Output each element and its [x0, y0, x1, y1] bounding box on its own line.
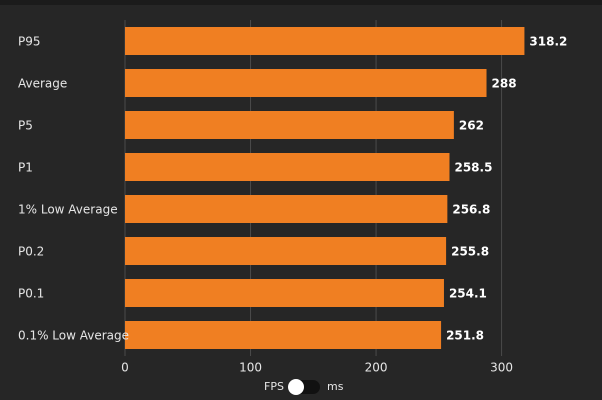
- y-tick-label: 0.1% Low Average: [18, 329, 129, 343]
- value-label: 254.1: [449, 287, 487, 301]
- bar: [125, 321, 442, 349]
- x-tick-label: 300: [490, 361, 513, 375]
- bar: [125, 195, 448, 223]
- x-tick-label: 0: [121, 361, 129, 375]
- value-label: 288: [492, 77, 517, 91]
- bar: [125, 111, 454, 139]
- top-strip: [0, 0, 602, 5]
- bar: [125, 153, 450, 181]
- value-label: 262: [459, 119, 484, 133]
- bar: [125, 279, 444, 307]
- value-label: 256.8: [452, 203, 490, 217]
- y-tick-label: 1% Low Average: [18, 203, 118, 217]
- y-tick-label: P95: [18, 35, 41, 49]
- value-label: 251.8: [446, 329, 484, 343]
- plot: 318.2 288 262 258.5 256.8 255.8 254.1 251.8: [125, 27, 567, 349]
- bar: [125, 27, 525, 55]
- y-tick-label: P1: [18, 161, 33, 175]
- x-tick-label: 100: [239, 361, 262, 375]
- y-tick-label: P0.1: [18, 287, 44, 301]
- toggle-left-label: FPS: [264, 380, 284, 393]
- value-label: 258.5: [454, 161, 492, 175]
- y-tick-label: P0.2: [18, 245, 44, 259]
- value-label: 255.8: [451, 245, 489, 259]
- toggle-right-label: ms: [327, 380, 344, 393]
- bar: [125, 237, 447, 265]
- toggle-knob[interactable]: [288, 379, 304, 395]
- y-tick-label: P5: [18, 119, 33, 133]
- y-tick-label: Average: [18, 77, 67, 91]
- x-tick-label: 200: [365, 361, 388, 375]
- bar: [125, 69, 487, 97]
- value-label: 318.2: [529, 35, 567, 49]
